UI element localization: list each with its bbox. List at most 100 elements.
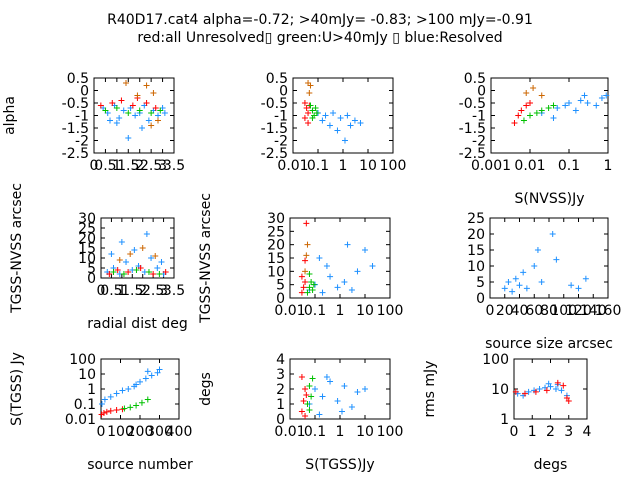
data-point	[150, 90, 157, 96]
data-point	[129, 102, 136, 109]
x-tick-label: 0.001	[471, 158, 511, 174]
x-tick-label: 0.01	[274, 303, 305, 319]
x-tick-label: 200	[127, 424, 154, 440]
data-point	[303, 252, 310, 259]
data-point	[301, 115, 308, 121]
y-tick-label: 0.5	[266, 71, 288, 87]
data-point	[154, 369, 161, 376]
x-axis-label: source number	[87, 457, 193, 473]
x-tick-label: 40	[511, 303, 529, 319]
x-tick-label: 1	[117, 283, 126, 299]
data-point	[120, 271, 127, 277]
data-point	[307, 82, 314, 89]
data-point	[308, 279, 315, 285]
data-point	[577, 97, 584, 104]
y-tick-label: 5	[87, 261, 96, 277]
data-point	[148, 255, 155, 261]
data-point	[309, 375, 316, 382]
x-axis-label: S(NVSS)Jy	[514, 191, 584, 207]
data-point	[145, 117, 152, 124]
panels: 00.511.522.533.50.50-0.5-1-1.5-2-2.5alph…	[2, 71, 621, 473]
y-tick-label: 0.5	[67, 71, 89, 87]
x-tick-label: 1	[604, 158, 613, 174]
data-point	[123, 80, 129, 86]
data-point	[152, 253, 159, 259]
data-point	[133, 267, 140, 273]
data-point	[134, 92, 141, 99]
data-point	[562, 102, 569, 109]
x-tick-label: 0.1	[558, 158, 580, 174]
y-tick-label: 0	[476, 291, 485, 307]
data-point	[98, 401, 105, 407]
x-tick-label: 3	[158, 158, 167, 174]
x-tick-label: 4	[583, 424, 592, 440]
data-point	[538, 92, 545, 99]
y-tick-label: -2.5	[62, 146, 89, 162]
data-point	[552, 386, 559, 392]
data-point	[107, 117, 113, 124]
data-point	[338, 408, 345, 415]
x-tick-label: 1	[336, 424, 345, 440]
data-point	[298, 374, 305, 380]
y-tick-label: 25	[467, 211, 485, 227]
data-point	[545, 105, 552, 111]
data-point	[501, 285, 508, 292]
data-point	[525, 388, 532, 395]
x-tick-label: 300	[146, 424, 173, 440]
data-point	[156, 271, 163, 277]
data-point	[120, 107, 127, 114]
data-point	[302, 413, 309, 419]
y-tick-label: 0.1	[74, 397, 96, 413]
x-tick-label: 80	[540, 303, 558, 319]
data-point	[533, 110, 540, 116]
x-tick-label: 2	[546, 424, 555, 440]
y-tick-label: 0	[276, 412, 285, 428]
y-tick-label: 5	[476, 275, 485, 291]
data-point	[521, 390, 528, 397]
data-point	[348, 287, 355, 293]
data-point	[550, 115, 557, 121]
data-point	[598, 95, 605, 101]
data-point	[304, 241, 311, 248]
x-tick-label: 0	[510, 424, 519, 440]
data-point	[309, 107, 316, 114]
data-point	[512, 388, 519, 395]
x-tick-label: 1	[336, 303, 345, 319]
x-tick-label: 100	[107, 424, 134, 440]
y-tick-label: 3	[276, 367, 285, 383]
data-point	[107, 393, 114, 400]
x-axis-label: degs	[534, 457, 568, 473]
data-point	[113, 406, 120, 413]
x-tick-label: 0.01	[514, 158, 545, 174]
figure-title-line2: red:all Unresolved▯ green:U>40mJy ▯ blue…	[137, 30, 502, 46]
y-tick-label: -1	[75, 109, 89, 125]
x-axis-label: radial dist deg	[87, 316, 187, 332]
figure-title-line1: R40D17.cat4 alpha=-0.72; >40mJy= -0.83; …	[107, 12, 533, 28]
y-axis-label: alpha	[2, 96, 18, 135]
x-tick-label: 0.01	[274, 424, 305, 440]
data-point	[568, 282, 575, 289]
data-point	[113, 390, 120, 397]
data-point	[362, 386, 368, 392]
data-point	[302, 257, 309, 264]
x-tick-label: 2	[135, 158, 144, 174]
y-tick-label: 15	[78, 241, 96, 257]
data-point	[310, 281, 317, 288]
data-point	[326, 122, 333, 129]
y-tick-label: 20	[78, 231, 96, 247]
x-axis-label: source size arcsec	[485, 336, 613, 352]
x-tick-label: 0.1	[304, 303, 326, 319]
data-point	[511, 120, 518, 126]
data-point	[344, 241, 351, 248]
x-tick-label: 20	[496, 303, 514, 319]
y-tick-label: -2.5	[459, 146, 486, 162]
y-tick-label: 1	[500, 412, 509, 428]
data-point	[549, 231, 556, 237]
data-point	[306, 383, 313, 389]
data-point	[145, 269, 152, 275]
data-point	[584, 100, 591, 106]
data-point	[344, 112, 351, 119]
data-point	[125, 110, 132, 116]
data-point	[133, 402, 140, 409]
